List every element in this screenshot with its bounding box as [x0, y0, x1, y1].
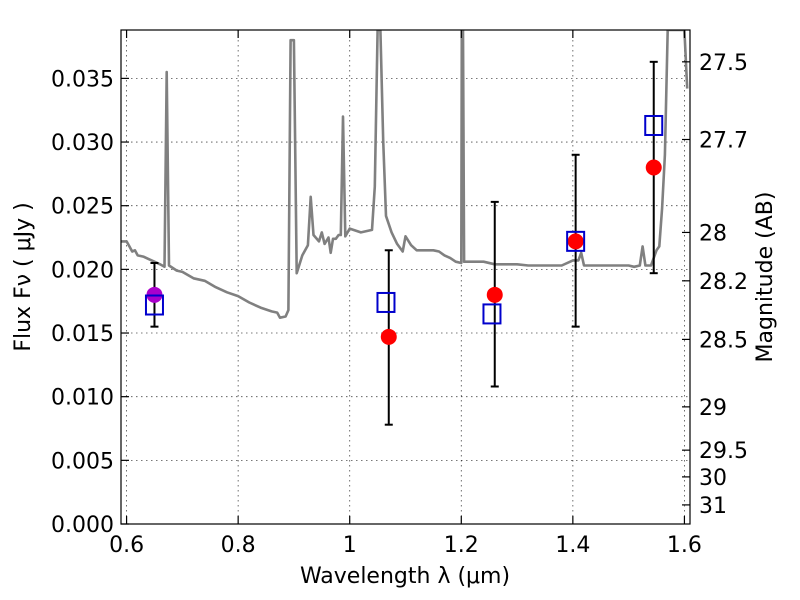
axes: 0.6 0.8 1 1.2 1.4 1.6 0.000 0.005 0.010 0.015 0.02… — [51, 30, 748, 558]
model-spectrum-line — [121, 30, 689, 319]
x-tick-label: 1 — [343, 533, 357, 558]
magnitude-tick-label: 28 — [699, 221, 727, 246]
magnitude-tick-label: 28.5 — [699, 328, 748, 353]
x-tick-label: 1.4 — [555, 533, 590, 558]
model-flux-square — [144, 294, 164, 316]
plot-area — [121, 30, 689, 426]
grid — [121, 30, 690, 525]
magnitude-tick-label: 27.5 — [699, 51, 748, 76]
observed-flux-point — [486, 286, 503, 303]
y-axis-label: Flux Fν ( μJy ) — [11, 202, 36, 351]
magnitude-tick-label: 27.7 — [699, 128, 748, 153]
observed-flux-point — [645, 159, 662, 176]
y-axis-label-right: Magnitude (AB) — [753, 192, 778, 363]
y-tick-label: 0.030 — [51, 131, 114, 156]
y-tick-label: 0.035 — [51, 67, 114, 92]
model-flux-square — [482, 303, 502, 325]
plot-frame — [120, 29, 691, 525]
y-tick-label: 0.020 — [51, 258, 114, 283]
magnitude-tick-label: 29.5 — [699, 439, 748, 464]
model-flux-square — [566, 230, 586, 252]
x-axis-label: Wavelength λ (μm) — [300, 564, 510, 589]
y-tick-label: 0.025 — [51, 195, 114, 220]
observed-flux-point — [567, 233, 584, 250]
model-flux-square — [376, 291, 396, 313]
x-tick-label: 1.2 — [444, 533, 479, 558]
x-tick-label: 1.6 — [667, 533, 702, 558]
y-tick-label: 0.005 — [51, 449, 114, 474]
magnitude-tick-label: 31 — [699, 494, 727, 519]
y-tick-label: 0.010 — [51, 386, 114, 411]
y-tick-label: 0.000 — [51, 513, 114, 538]
observed-flux-point — [380, 328, 397, 345]
model-flux-square — [644, 114, 664, 136]
x-tick-label: 0.6 — [109, 533, 144, 558]
x-tick-label: 0.8 — [221, 533, 256, 558]
magnitude-tick-label: 30 — [699, 466, 727, 491]
y-tick-label: 0.015 — [51, 322, 114, 347]
magnitude-tick-label: 28.2 — [699, 270, 748, 295]
plot-series — [121, 30, 689, 426]
magnitude-tick-label: 29 — [699, 396, 727, 421]
